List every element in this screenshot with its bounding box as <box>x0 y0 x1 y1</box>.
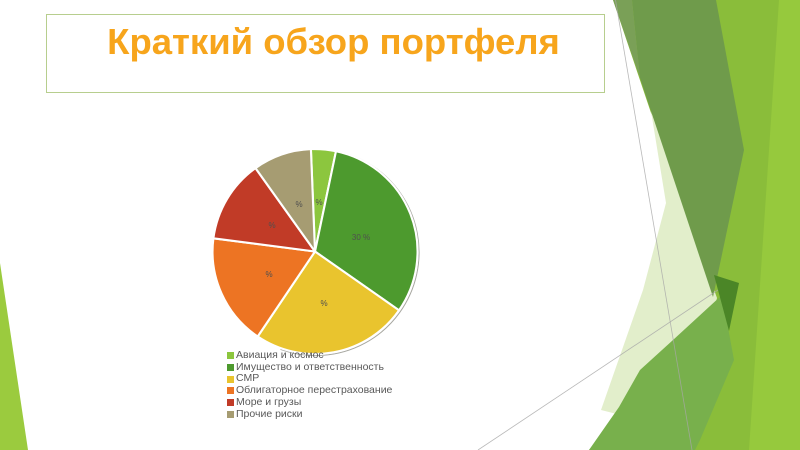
svg-text:%: % <box>295 200 302 209</box>
svg-text:%: % <box>265 270 272 279</box>
svg-text:%: % <box>320 299 327 308</box>
svg-text:30 %: 30 % <box>352 233 370 242</box>
svg-text:%: % <box>268 221 275 230</box>
svg-text:%: % <box>315 198 322 207</box>
